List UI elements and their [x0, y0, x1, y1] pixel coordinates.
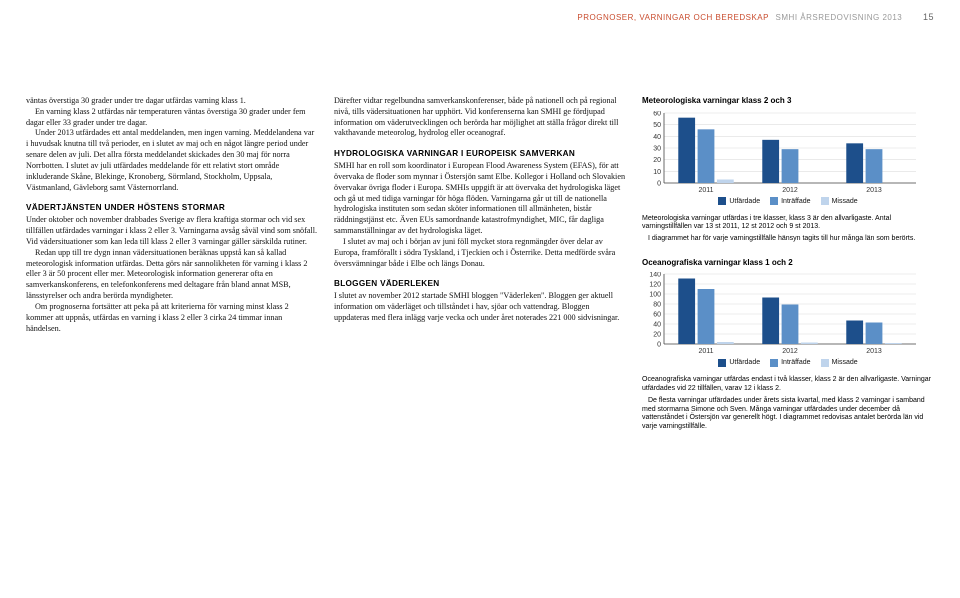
column-3: Meteorologiska varningar klass 2 och 3 0…: [642, 96, 934, 584]
body-text: I slutet av november 2012 startade SMHI …: [334, 291, 626, 323]
legend-swatch: [821, 359, 829, 367]
column-2: Därefter vidtar regelbundna samverkansko…: [334, 96, 626, 584]
legend-item: Utfärdade: [718, 358, 760, 367]
chart1: 0 10 20 30 40 50 60 2011 2012 2013 Utfärdade Inträ…: [642, 111, 934, 211]
svg-text:40: 40: [653, 322, 661, 329]
chart2-caption: De flesta varningar utfärdades under åre…: [642, 397, 934, 432]
svg-text:140: 140: [649, 272, 661, 279]
legend-item: Utfärdade: [718, 197, 760, 206]
section-heading: HYDROLOGISKA VARNINGAR I EUROPEISK SAMVE…: [334, 149, 626, 160]
svg-text:50: 50: [653, 122, 661, 129]
svg-text:2013: 2013: [866, 348, 882, 355]
svg-text:2012: 2012: [782, 187, 798, 194]
chart1-svg: 0 10 20 30 40 50 60 2011 2012 2013: [642, 111, 922, 195]
legend-item: Missade: [821, 358, 858, 367]
legend-label: Missade: [832, 358, 858, 367]
chart1-title: Meteorologiska varningar klass 2 och 3: [642, 96, 934, 107]
legend-item: Inträffade: [770, 358, 810, 367]
legend-item: Missade: [821, 197, 858, 206]
body-text: väntas överstiga 30 grader under tre dag…: [26, 96, 318, 107]
svg-text:100: 100: [649, 292, 661, 299]
legend-swatch: [770, 197, 778, 205]
body-text: Redan upp till tre dygn innan vädersitua…: [26, 248, 318, 302]
chart1-caption: Meteorologiska varningar utfärdas i tre …: [642, 215, 934, 233]
section-heading: BLOGGEN VÄDERLEKEN: [334, 279, 626, 290]
legend-swatch: [821, 197, 829, 205]
body-text: Om prognoserna fortsätter att peka på at…: [26, 302, 318, 334]
page-number: 15: [923, 12, 934, 22]
svg-text:0: 0: [657, 342, 661, 349]
svg-text:60: 60: [653, 312, 661, 319]
legend-label: Missade: [832, 197, 858, 206]
svg-text:0: 0: [657, 180, 661, 187]
svg-text:120: 120: [649, 282, 661, 289]
section-heading: VÄDERTJÄNSTEN UNDER HÖSTENS STORMAR: [26, 203, 318, 214]
header-report: SMHI ÅRSREDOVISNING 2013: [776, 13, 903, 22]
chart2-legend: Utfärdade Inträffade Missade: [642, 358, 934, 367]
chart1-legend: Utfärdade Inträffade Missade: [642, 197, 934, 206]
body-text: En varning klass 2 utfärdas när temperat…: [26, 107, 318, 129]
svg-text:2011: 2011: [698, 187, 713, 194]
svg-text:60: 60: [653, 111, 661, 118]
column-layout: väntas överstiga 30 grader under tre dag…: [26, 96, 934, 584]
svg-text:40: 40: [653, 133, 661, 140]
chart2-caption: Oceanografiska varningar utfärdas endast…: [642, 376, 934, 394]
body-text: Därefter vidtar regelbundna samverkansko…: [334, 96, 626, 139]
column-1: väntas överstiga 30 grader under tre dag…: [26, 96, 318, 584]
legend-swatch: [718, 359, 726, 367]
page-header: PROGNOSER, VARNINGAR OCH BEREDSKAP SMHI …: [577, 12, 934, 22]
svg-text:2012: 2012: [782, 348, 798, 355]
legend-label: Utfärdade: [729, 197, 760, 206]
chart2-title: Oceanografiska varningar klass 1 och 2: [642, 258, 934, 269]
legend-label: Inträffade: [781, 358, 810, 367]
body-text: Under 2013 utfärdades ett antal meddelan…: [26, 128, 318, 193]
svg-text:10: 10: [653, 168, 661, 175]
legend-label: Inträffade: [781, 197, 810, 206]
body-text: Under oktober och november drabbades Sve…: [26, 215, 318, 247]
body-text: SMHI har en roll som koordinator i Europ…: [334, 161, 626, 237]
legend-swatch: [718, 197, 726, 205]
svg-text:80: 80: [653, 302, 661, 309]
svg-text:2013: 2013: [866, 187, 882, 194]
legend-label: Utfärdade: [729, 358, 760, 367]
body-text: I slutet av maj och i början av juni föl…: [334, 237, 626, 269]
legend-item: Inträffade: [770, 197, 810, 206]
chart2-svg: 0 20 40 60 80 100 120 140 2011 2012 2013: [642, 272, 922, 356]
chart1-caption: I diagrammet har för varje varningstillf…: [642, 235, 934, 244]
header-section: PROGNOSER, VARNINGAR OCH BEREDSKAP: [577, 13, 768, 22]
svg-text:20: 20: [653, 332, 661, 339]
svg-text:30: 30: [653, 145, 661, 152]
legend-swatch: [770, 359, 778, 367]
svg-text:2011: 2011: [698, 348, 713, 355]
chart2: 0 20 40 60 80 100 120 140 2011 2012 2013 Utfärdade…: [642, 272, 934, 372]
svg-text:20: 20: [653, 157, 661, 164]
